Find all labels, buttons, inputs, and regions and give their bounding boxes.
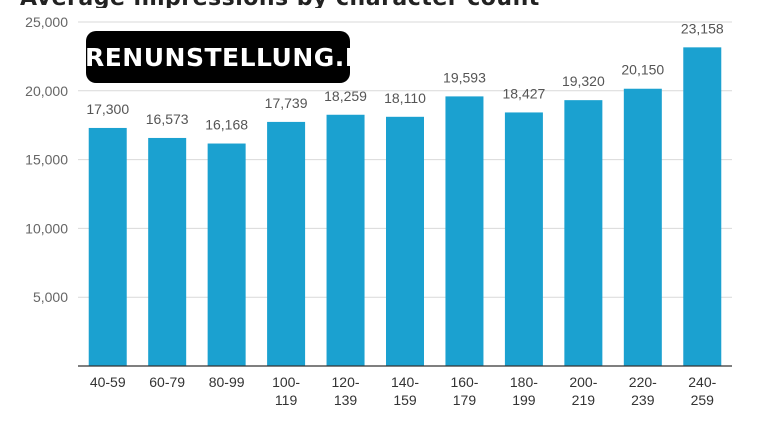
y-tick-label: 25,000 — [25, 14, 68, 30]
bar — [148, 137, 187, 366]
x-tick-label: 40-59 — [90, 374, 126, 390]
value-label: 16,168 — [205, 117, 248, 133]
bar — [88, 127, 127, 367]
bars — [88, 47, 722, 367]
x-tick-label: 140-159 — [391, 374, 419, 408]
value-labels: 17,300 16,573 16,168 17,739 18,259 18,110 19,5… — [86, 20, 724, 132]
bar — [207, 143, 246, 366]
value-label: 17,300 — [86, 101, 129, 117]
value-label: 19,320 — [562, 73, 605, 89]
value-label: 18,110 — [384, 90, 426, 106]
value-label: 19,593 — [443, 69, 486, 85]
value-label: 20,150 — [621, 62, 664, 78]
x-tick-label: 200-219 — [569, 374, 597, 408]
value-label: 23,158 — [681, 20, 724, 36]
value-label: 17,739 — [265, 95, 308, 111]
x-tick-label: 220-239 — [629, 374, 657, 408]
bar — [267, 121, 306, 366]
bar — [564, 100, 603, 366]
bar — [504, 112, 543, 366]
x-tick-label: 80-99 — [209, 374, 245, 390]
y-tick-label: 15,000 — [25, 152, 68, 168]
y-axis-ticks: 5,000 10,000 15,000 20,000 25,000 — [25, 14, 68, 305]
chart-title: Average impressions by character count — [20, 0, 540, 8]
bar — [386, 116, 424, 366]
bar — [326, 114, 365, 366]
watermark-badge: UHRENUNSTELLUNG.DE/ — [43, 31, 393, 83]
x-tick-label: 120-139 — [332, 374, 360, 408]
x-tick-label: 100-119 — [272, 374, 300, 408]
x-tick-label: 180-199 — [510, 374, 538, 408]
bar — [445, 96, 484, 366]
value-label: 18,427 — [502, 85, 545, 101]
value-label: 18,259 — [324, 88, 367, 104]
x-tick-label: 240-259 — [688, 374, 716, 408]
x-axis-ticks: 40-59 60-79 80-99 100-119 120-139 140-159 160-… — [90, 374, 717, 408]
value-label: 16,573 — [146, 111, 189, 127]
y-tick-label: 20,000 — [25, 83, 68, 99]
bar — [623, 88, 662, 367]
y-tick-label: 10,000 — [25, 220, 68, 236]
x-tick-label: 60-79 — [149, 374, 185, 390]
x-tick-label: 160-179 — [450, 374, 478, 408]
bar — [683, 47, 722, 367]
y-tick-label: 5,000 — [33, 289, 68, 305]
